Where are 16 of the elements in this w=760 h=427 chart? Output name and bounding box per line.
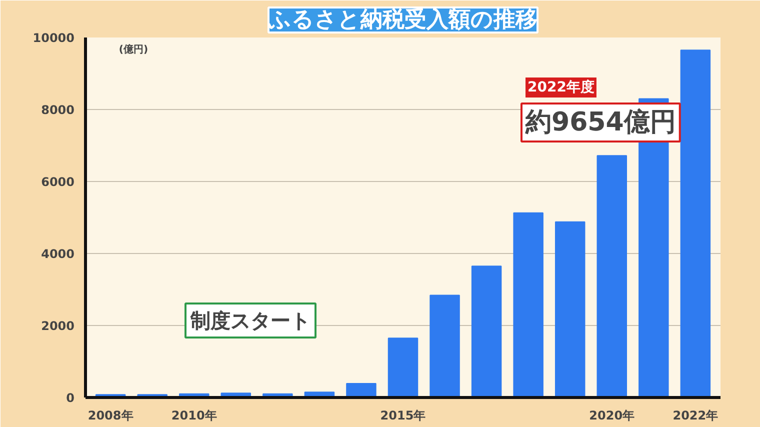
y-tick-label: 0	[66, 391, 75, 405]
x-tick-label: 2010年	[171, 408, 217, 422]
y-tick-label: 10000	[32, 31, 74, 45]
x-tick-label: 2015年	[380, 408, 426, 422]
annotation: 約9654億円	[524, 108, 676, 138]
y-tick-label: 6000	[41, 175, 75, 189]
x-tick-label: 2008年	[88, 408, 134, 422]
x-tick-label: 2022年	[672, 408, 718, 422]
y-tick-label: 8000	[41, 103, 75, 117]
y-tick-label: 4000	[41, 247, 75, 261]
y-tick-label: 2000	[41, 319, 75, 333]
annotation: 制度スタート	[190, 308, 310, 332]
x-tick-label: 2020年	[589, 408, 635, 422]
chart-title: ふるさと納税受入額の推移	[268, 8, 538, 32]
y-axis-title: (億円)	[118, 44, 148, 56]
annotation: 2022年度	[528, 78, 594, 96]
